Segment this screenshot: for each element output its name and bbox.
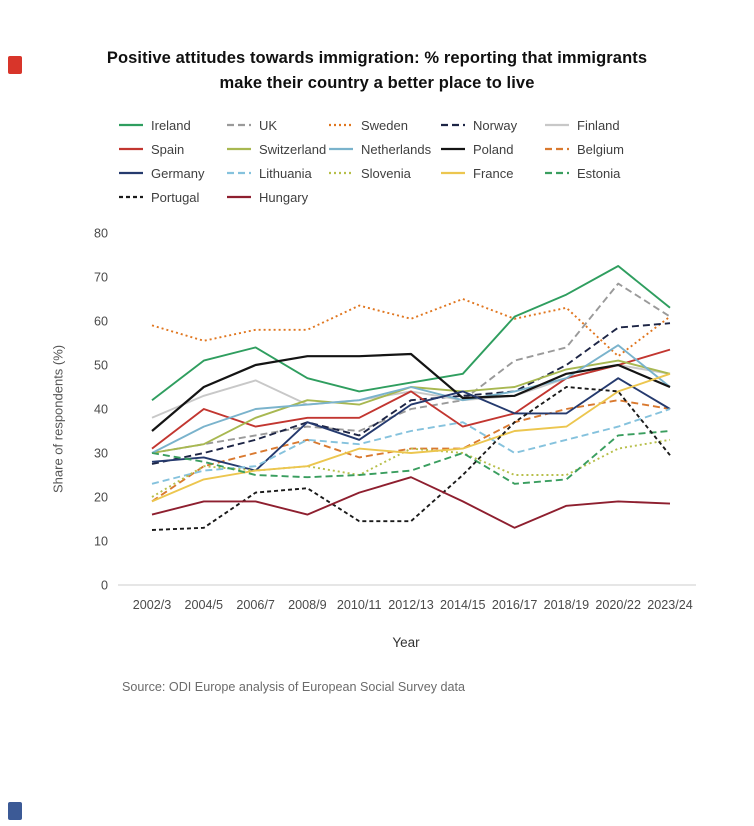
x-tick-label: 2016/17 (492, 598, 538, 612)
legend-label-norway: Norway (473, 117, 518, 133)
x-tick-label: 2012/13 (388, 598, 434, 612)
legend-label-switzerland: Switzerland (259, 141, 327, 157)
series-line-estonia (151, 429, 671, 485)
y-axis-label: Share of respondents (%) (50, 344, 66, 493)
legend-swatch-norway (441, 123, 465, 127)
series-line-france (151, 372, 671, 502)
series-line-ireland (151, 264, 671, 401)
x-tick-label: 2008/9 (288, 598, 327, 612)
y-tick-label: 50 (94, 358, 108, 372)
x-tick-label: 2006/7 (236, 598, 275, 612)
legend-item-netherlands: Netherlands (328, 142, 440, 157)
legend-label-hungary: Hungary (259, 189, 309, 205)
series-line-netherlands (151, 343, 671, 454)
x-tick-label: 2023/24 (647, 598, 693, 612)
y-tick-label: 70 (94, 270, 108, 284)
legend-label-finland: Finland (577, 117, 620, 133)
legend-swatch-ireland (119, 123, 143, 127)
legend-item-hungary: Hungary (226, 190, 328, 205)
legend-swatch-estonia (545, 171, 569, 175)
legend-swatch-belgium (545, 147, 569, 151)
series-line-norway (151, 321, 671, 465)
x-tick-label: 2004/5 (185, 598, 224, 612)
y-tick-label: 10 (94, 534, 108, 548)
legend-swatch-spain (119, 147, 143, 151)
x-tick-label: 2002/3 (133, 598, 172, 612)
legend-label-germany: Germany (151, 165, 205, 181)
x-tick-label: 2020/22 (595, 598, 641, 612)
legend-item-france: France (440, 166, 544, 181)
x-tick-label: 2014/15 (440, 598, 486, 612)
legend-label-france: France (473, 165, 514, 181)
chart-area: Share of respondents (%) 0 10 20 30 40 50 60 70… (48, 219, 754, 619)
legend-swatch-poland (441, 147, 465, 151)
legend-swatch-lithuania (227, 171, 251, 175)
legend-item-spain: Spain (118, 142, 226, 157)
line-chart: 0 10 20 30 40 50 60 70 80 2002/3 2004/5 2006/7 2008/… (94, 226, 696, 612)
y-tick-label: 60 (94, 314, 108, 328)
legend-swatch-netherlands (329, 147, 353, 151)
legend-item-germany: Germany (118, 166, 226, 181)
series-line-germany (151, 376, 671, 472)
legend-swatch-sweden (329, 123, 353, 127)
series-line-spain (151, 348, 671, 449)
legend-item-sweden: Sweden (328, 118, 440, 133)
legend-label-spain: Spain (151, 141, 185, 157)
legend-item-switzerland: Switzerland (226, 142, 328, 157)
legend-label-sweden: Sweden (361, 117, 408, 133)
legend-item-ireland: Ireland (118, 118, 226, 133)
legend-item-finland: Finland (544, 118, 754, 133)
series-line-poland (151, 352, 671, 432)
source-note: Source: ODI Europe analysis of European … (122, 679, 466, 694)
legend-item-belgium: Belgium (544, 142, 754, 157)
legend-swatch-finland (545, 123, 569, 127)
legend-label-portugal: Portugal (151, 189, 200, 205)
legend-swatch-slovenia (329, 171, 353, 175)
legend-item-slovenia: Slovenia (328, 166, 440, 181)
x-tick-label: 2010/11 (337, 598, 382, 612)
chart-title: Positive attitudes towards immigration: … (106, 49, 648, 92)
x-axis-label: Year (392, 634, 420, 650)
legend-item-portugal: Portugal (118, 190, 226, 205)
legend-label-estonia: Estonia (577, 165, 621, 181)
legend-swatch-germany (119, 171, 143, 175)
y-tick-label: 40 (94, 402, 108, 416)
bottom-left-logo (8, 802, 22, 820)
legend-item-poland: Poland (440, 142, 544, 157)
legend-swatch-france (441, 171, 465, 175)
legend-swatch-switzerland (227, 147, 251, 151)
y-tick-label: 0 (101, 578, 108, 592)
legend-label-belgium: Belgium (577, 141, 624, 157)
legend-label-slovenia: Slovenia (361, 165, 411, 181)
legend-swatch-hungary (227, 195, 251, 199)
legend-item-uk: UK (226, 118, 328, 133)
y-tick-label: 20 (94, 490, 108, 504)
top-left-logo (8, 56, 22, 74)
series-line-lithuania (151, 407, 671, 485)
legend-label-uk: UK (259, 117, 278, 133)
legend-swatch-portugal (119, 195, 143, 199)
chart-legend: Ireland UK Sweden Norway Finland Spain Switzer… (118, 118, 754, 205)
series-line-portugal (151, 385, 671, 531)
legend-label-lithuania: Lithuania (259, 165, 312, 181)
series-line-belgium (151, 398, 671, 502)
legend-item-norway: Norway (440, 118, 544, 133)
series-line-sweden (151, 297, 671, 357)
y-tick-label: 30 (94, 446, 108, 460)
legend-label-poland: Poland (473, 141, 514, 157)
legend-label-netherlands: Netherlands (361, 141, 432, 157)
series-line-hungary (151, 475, 671, 529)
x-tick-label: 2018/19 (544, 598, 590, 612)
y-tick-label: 80 (94, 226, 108, 240)
legend-swatch-uk (227, 123, 251, 127)
legend-item-estonia: Estonia (544, 166, 754, 181)
legend-label-ireland: Ireland (151, 117, 191, 133)
series-line-uk (151, 282, 671, 454)
legend-item-lithuania: Lithuania (226, 166, 328, 181)
